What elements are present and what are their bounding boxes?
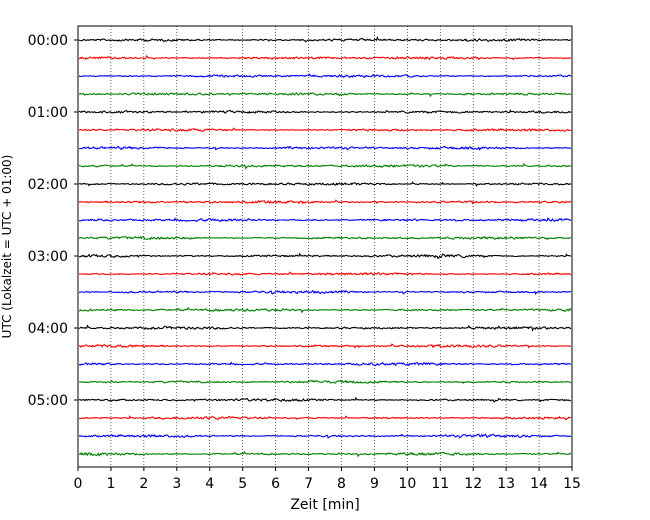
x-tick-label: 0 bbox=[74, 476, 83, 492]
y-axis-ticks: 00:00 01:00 02:00 03:00 04:00 05:00 bbox=[28, 33, 78, 409]
seismic-trace bbox=[78, 379, 572, 384]
x-tick-label: 8 bbox=[337, 476, 346, 492]
seismic-trace bbox=[78, 451, 572, 458]
x-tick-label: 9 bbox=[370, 476, 379, 492]
seismic-trace bbox=[78, 433, 572, 439]
x-tick-label: 13 bbox=[497, 476, 515, 492]
x-tick-label: 1 bbox=[106, 476, 115, 492]
seismic-trace bbox=[78, 35, 572, 43]
seismic-trace bbox=[78, 127, 572, 133]
seismic-trace bbox=[79, 396, 572, 403]
seismic-trace bbox=[78, 307, 572, 314]
x-tick-label: 7 bbox=[304, 476, 313, 492]
y-tick-label: 01:00 bbox=[28, 105, 68, 121]
seismic-trace bbox=[78, 199, 572, 205]
seismic-trace bbox=[78, 235, 572, 241]
x-tick-label: 11 bbox=[431, 476, 449, 492]
seismic-trace bbox=[78, 324, 572, 332]
seismic-trace bbox=[78, 145, 572, 151]
x-tick-label: 4 bbox=[205, 476, 214, 492]
x-tick-label: 10 bbox=[398, 476, 416, 492]
seismic-trace bbox=[78, 54, 572, 61]
y-tick-label: 02:00 bbox=[28, 177, 68, 193]
x-axis-ticks: 0 1 2 3 4 5 6 7 8 9 10 11 12 13 14 15 bbox=[74, 467, 581, 492]
y-axis-label: UTC (Lokalzeit = UTC + 01:00) bbox=[0, 155, 14, 339]
seismic-trace bbox=[78, 217, 572, 223]
y-tick-label: 03:00 bbox=[28, 249, 68, 265]
plot-frame bbox=[77, 25, 573, 468]
seismic-trace bbox=[78, 361, 572, 367]
seismic-trace bbox=[78, 181, 572, 187]
seismic-trace bbox=[78, 252, 572, 260]
trace-series bbox=[78, 35, 572, 458]
x-tick-label: 14 bbox=[530, 476, 548, 492]
x-tick-label: 3 bbox=[172, 476, 181, 492]
y-tick-label: 00:00 bbox=[28, 33, 68, 49]
x-axis-label: Zeit [min] bbox=[290, 497, 359, 513]
x-tick-label: 6 bbox=[271, 476, 280, 492]
x-tick-label: 15 bbox=[563, 476, 581, 492]
x-tick-label: 2 bbox=[139, 476, 148, 492]
y-tick-label: 05:00 bbox=[28, 393, 68, 409]
seismic-trace bbox=[78, 414, 572, 421]
y-tick-label: 04:00 bbox=[28, 321, 68, 337]
seismic-trace bbox=[78, 109, 572, 115]
seismic-trace bbox=[78, 289, 572, 295]
seismic-trace bbox=[78, 91, 572, 98]
seismic-trace bbox=[78, 73, 572, 79]
x-tick-label: 5 bbox=[238, 476, 247, 492]
seismic-trace bbox=[78, 343, 572, 349]
x-tick-label: 12 bbox=[464, 476, 482, 492]
seismic-trace bbox=[78, 271, 572, 276]
seismic-trace bbox=[78, 162, 572, 170]
